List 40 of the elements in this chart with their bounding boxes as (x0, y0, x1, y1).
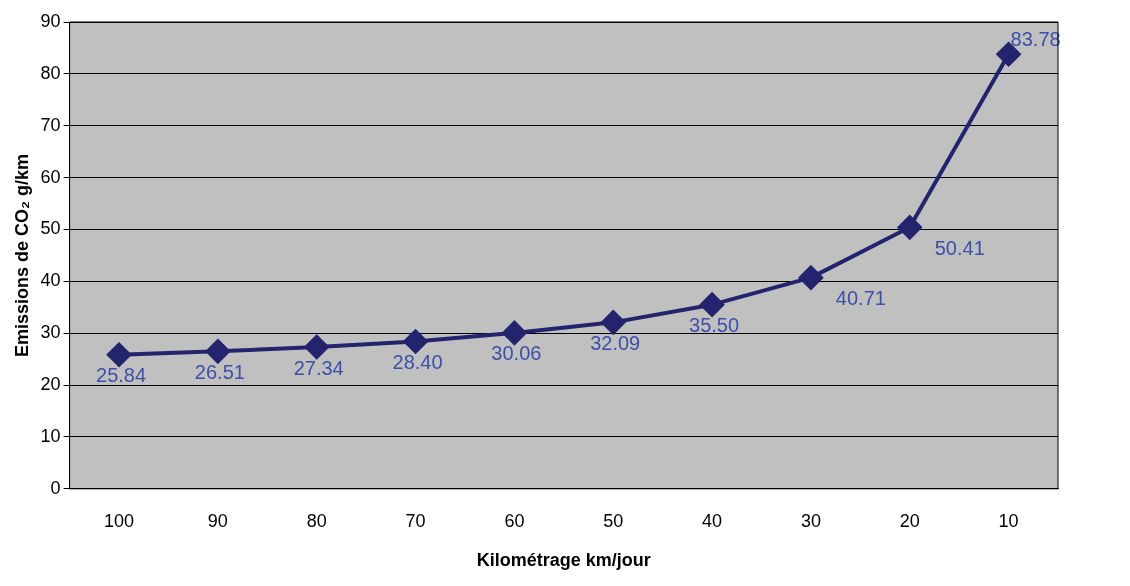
data-label: 32.09 (590, 331, 641, 354)
x-tick-label: 30 (800, 510, 821, 531)
point (502, 320, 527, 345)
data-label: 30.06 (491, 342, 542, 365)
y-tick-label: 30 (40, 322, 61, 343)
point (304, 335, 329, 359)
data-label: 40.71 (835, 287, 886, 310)
x-tick-label: 20 (899, 510, 920, 531)
x-tick-label: 10 (998, 510, 1019, 531)
y-tick-label: 40 (40, 270, 61, 291)
x-tick-label: 80 (306, 510, 327, 531)
x-tick-label: 100 (104, 510, 135, 531)
y-tick-label: 10 (40, 425, 61, 446)
point (897, 215, 922, 240)
y-tick-label: 20 (40, 374, 61, 395)
data-label: 28.40 (392, 351, 443, 374)
data-label: 35.50 (689, 314, 740, 337)
point (601, 310, 626, 335)
x-axis-title: Kilométrage km/jour (476, 550, 651, 571)
x-tick-label: 90 (207, 510, 228, 531)
point (403, 329, 428, 354)
data-label: 27.34 (293, 356, 344, 379)
y-tick-label: 0 (50, 477, 61, 498)
data-label: 50.41 (934, 236, 985, 259)
point (107, 342, 132, 367)
x-tick-label: 70 (405, 510, 426, 531)
point (798, 265, 823, 290)
y-tick-label: 60 (40, 166, 61, 187)
y-tick-label: 80 (40, 62, 61, 83)
x-tick-label: 40 (702, 510, 723, 531)
y-axis-title: Emissions de CO₂ g/km (11, 153, 32, 357)
data-label: 26.51 (194, 360, 245, 383)
y-tick-label: 70 (40, 114, 61, 135)
point (205, 339, 230, 364)
data-label: 25.84 (96, 364, 147, 387)
y-tick-label: 50 (40, 218, 61, 239)
x-tick-label: 50 (603, 510, 624, 531)
x-tick-label: 60 (504, 510, 525, 531)
y-tick-label: 90 (40, 10, 61, 31)
point (700, 292, 725, 317)
